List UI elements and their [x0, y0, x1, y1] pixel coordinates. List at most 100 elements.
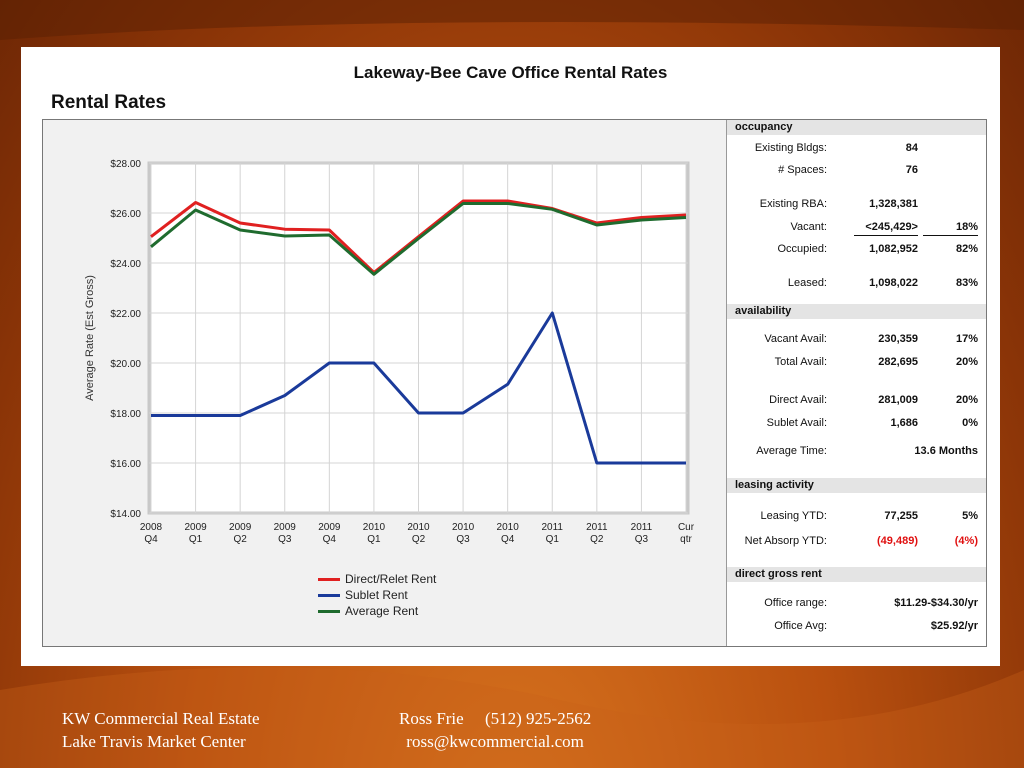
leased-row: Leased: 1,098,022 83% — [727, 275, 986, 291]
y-tick-label: $16.00 — [110, 459, 141, 470]
x-tick-label-bottom: Q1 — [367, 534, 381, 545]
leased-value: 1,098,022 — [869, 277, 918, 289]
vacant-avail-pct: 17% — [955, 333, 978, 345]
y-tick-label: $18.00 — [110, 409, 141, 420]
office-avg-row: Office Avg: $25.92/yr — [727, 618, 986, 634]
series-line-average-rent — [150, 202, 687, 276]
x-tick-label-top: 2011 — [631, 522, 653, 533]
legend-item: Direct/Relet Rent — [318, 571, 436, 587]
net-absorp-pct: (4%) — [954, 535, 978, 547]
legend-label: Direct/Relet Rent — [345, 572, 437, 586]
spaces-label: # Spaces: — [778, 164, 827, 176]
x-tick-label-bottom: qtr — [680, 534, 692, 545]
leasing-heading: leasing activity — [727, 478, 986, 493]
avg-time-label: Average Time: — [756, 445, 827, 457]
rent-heading: direct gross rent — [727, 567, 986, 582]
existing-bldgs-label: Existing Bldgs: — [754, 142, 827, 154]
legend-swatch — [318, 577, 340, 581]
spaces-row: # Spaces: 76 — [727, 162, 986, 178]
net-absorp-label: Net Absorp YTD: — [744, 535, 827, 547]
office-avg-label: Office Avg: — [774, 620, 827, 632]
existing-rba-value: 1,328,381 — [869, 198, 918, 210]
availability-heading: availability — [727, 304, 986, 319]
x-tick-label-top: Cur — [678, 522, 695, 533]
x-tick-label-bottom: Q3 — [278, 534, 292, 545]
total-avail-value: 282,695 — [878, 356, 918, 368]
existing-bldgs-value: 84 — [905, 142, 918, 154]
total-avail-row: Total Avail: 282,695 20% — [727, 354, 986, 370]
spaces-value: 76 — [905, 164, 918, 176]
occupied-label: Occupied: — [777, 243, 827, 255]
sublet-avail-pct: 0% — [962, 417, 978, 429]
avg-time-value: 13.6 Months — [914, 445, 978, 457]
existing-bldgs-row: Existing Bldgs: 84 — [727, 140, 986, 156]
footer-company-block: KW Commercial Real Estate Lake Travis Ma… — [62, 707, 259, 753]
x-tick-label-top: 2010 — [497, 522, 520, 533]
total-avail-pct: 20% — [955, 356, 978, 368]
legend-swatch — [318, 609, 340, 613]
existing-rba-row: Existing RBA: 1,328,381 — [727, 196, 986, 212]
x-tick-label-top: 2011 — [541, 522, 563, 533]
avg-time-row: Average Time: 13.6 Months — [727, 443, 986, 459]
y-tick-label: $26.00 — [110, 209, 141, 220]
direct-avail-row: Direct Avail: 281,009 20% — [727, 392, 986, 408]
legend-label: Average Rent — [345, 604, 419, 618]
x-tick-label-bottom: Q4 — [144, 534, 158, 545]
x-tick-label-bottom: Q2 — [233, 534, 247, 545]
vacant-underline — [854, 235, 918, 236]
x-tick-label-bottom: Q3 — [635, 534, 649, 545]
x-tick-label-top: 2011 — [586, 522, 608, 533]
y-axis-label: Average Rate (Est Gross) — [84, 275, 96, 401]
x-tick-label-top: 2010 — [452, 522, 475, 533]
vacant-avail-label: Vacant Avail: — [764, 333, 827, 345]
y-tick-label: $28.00 — [110, 159, 141, 170]
x-tick-label-bottom: Q3 — [456, 534, 470, 545]
rental-rate-chart: $14.00 $16.00 $18.00 $20.00 $22.00 $24.00 $26.… — [84, 159, 695, 545]
leasing-ytd-value: 77,255 — [884, 510, 918, 522]
occupancy-heading: occupancy — [727, 120, 986, 135]
x-tick-label-bottom: Q2 — [590, 534, 604, 545]
leased-pct: 83% — [955, 277, 978, 289]
x-tick-label-top: 2010 — [363, 522, 386, 533]
x-tick-label-top: 2010 — [407, 522, 430, 533]
x-tick-label-bottom: Q1 — [189, 534, 203, 545]
x-tick-label-top: 2008 — [140, 522, 163, 533]
slide-title: Lakeway-Bee Cave Office Rental Rates — [353, 63, 668, 82]
occupied-row: Occupied: 1,082,952 82% — [727, 241, 986, 257]
footer-company: KW Commercial Real Estate — [62, 709, 260, 728]
vacant-avail-row: Vacant Avail: 230,359 17% — [727, 331, 986, 347]
vacant-avail-value: 230,359 — [878, 333, 918, 345]
y-tick-label: $20.00 — [110, 359, 141, 370]
office-avg-value: $25.92/yr — [930, 620, 978, 632]
x-tick-label-bottom: Q1 — [546, 534, 560, 545]
legend-item: Average Rent — [318, 603, 436, 619]
report-frame: $14.00 $16.00 $18.00 $20.00 $22.00 $24.00 $26.… — [42, 119, 987, 647]
chart-legend: Direct/Relet Rent Sublet Rent Average Rent — [318, 571, 436, 619]
vacant-pct: 18% — [955, 221, 978, 233]
occupied-value: 1,082,952 — [869, 243, 918, 255]
existing-rba-label: Existing RBA: — [759, 198, 827, 210]
legend-item: Sublet Rent — [318, 587, 436, 603]
x-tick-label-top: 2009 — [184, 522, 207, 533]
direct-avail-pct: 20% — [955, 394, 978, 406]
leasing-ytd-row: Leasing YTD: 77,255 5% — [727, 508, 986, 524]
vacant-label: Vacant: — [790, 221, 828, 233]
x-tick-label-top: 2009 — [318, 522, 341, 533]
sublet-avail-label: Sublet Avail: — [766, 417, 827, 429]
x-tick-label-bottom: Q4 — [501, 534, 515, 545]
footer-center: Lake Travis Market Center — [62, 732, 246, 751]
total-avail-label: Total Avail: — [774, 356, 827, 368]
leased-label: Leased: — [787, 277, 827, 289]
occupied-pct: 82% — [955, 243, 978, 255]
x-tick-label-top: 2009 — [274, 522, 297, 533]
legend-label: Sublet Rent — [345, 588, 408, 602]
direct-avail-label: Direct Avail: — [769, 394, 827, 406]
office-range-row: Office range: $11.29-$34.30/yr — [727, 595, 986, 611]
footer-contact-block: Ross Frie (512) 925-2562 ross@kwcommerci… — [399, 707, 591, 753]
section-title: Rental Rates — [51, 92, 167, 113]
chart-area: $14.00 $16.00 $18.00 $20.00 $22.00 $24.00 $26.… — [43, 120, 727, 646]
office-range-label: Office range: — [764, 597, 827, 609]
x-tick-label-top: 2009 — [229, 522, 252, 533]
y-tick-label: $24.00 — [110, 259, 141, 270]
